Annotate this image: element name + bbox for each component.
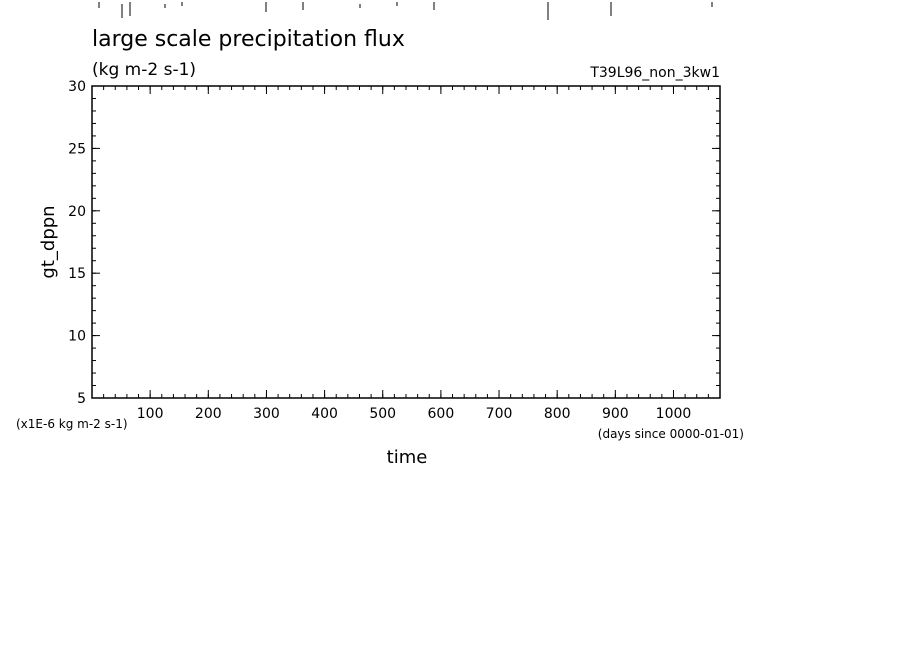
- annotation: T39L96_non_3kw1: [589, 65, 720, 81]
- chart-subtitle: (kg m-2 s-1): [92, 60, 196, 80]
- x-tick-label: 1000: [656, 406, 692, 422]
- y-tick-label: 10: [68, 329, 86, 345]
- x-tick-label: 100: [137, 406, 164, 422]
- y-axis-label: gt_dppn: [38, 205, 59, 278]
- y-tick-label: 15: [68, 266, 86, 282]
- y-tick-label: 20: [68, 204, 86, 220]
- top-marks: [98, 2, 713, 20]
- y-tick-label: 25: [68, 141, 86, 157]
- y-tick-label: 5: [77, 391, 86, 407]
- x-tick-label: 600: [428, 406, 455, 422]
- y-unit: (x1E-6 kg m-2 s-1): [16, 417, 128, 431]
- x-tick-label: 700: [486, 406, 513, 422]
- y-tick-label: 30: [68, 79, 86, 95]
- chart-title: large scale precipitation flux: [92, 27, 405, 52]
- x-tick-label: 400: [311, 406, 338, 422]
- x-tick-label: 900: [602, 406, 629, 422]
- x-tick-label: 200: [195, 406, 222, 422]
- x-axis-label: time: [387, 447, 428, 468]
- x-unit: (days since 0000-01-01): [598, 427, 744, 441]
- x-tick-label: 800: [544, 406, 571, 422]
- x-tick-label: 500: [369, 406, 396, 422]
- x-tick-label: 300: [253, 406, 280, 422]
